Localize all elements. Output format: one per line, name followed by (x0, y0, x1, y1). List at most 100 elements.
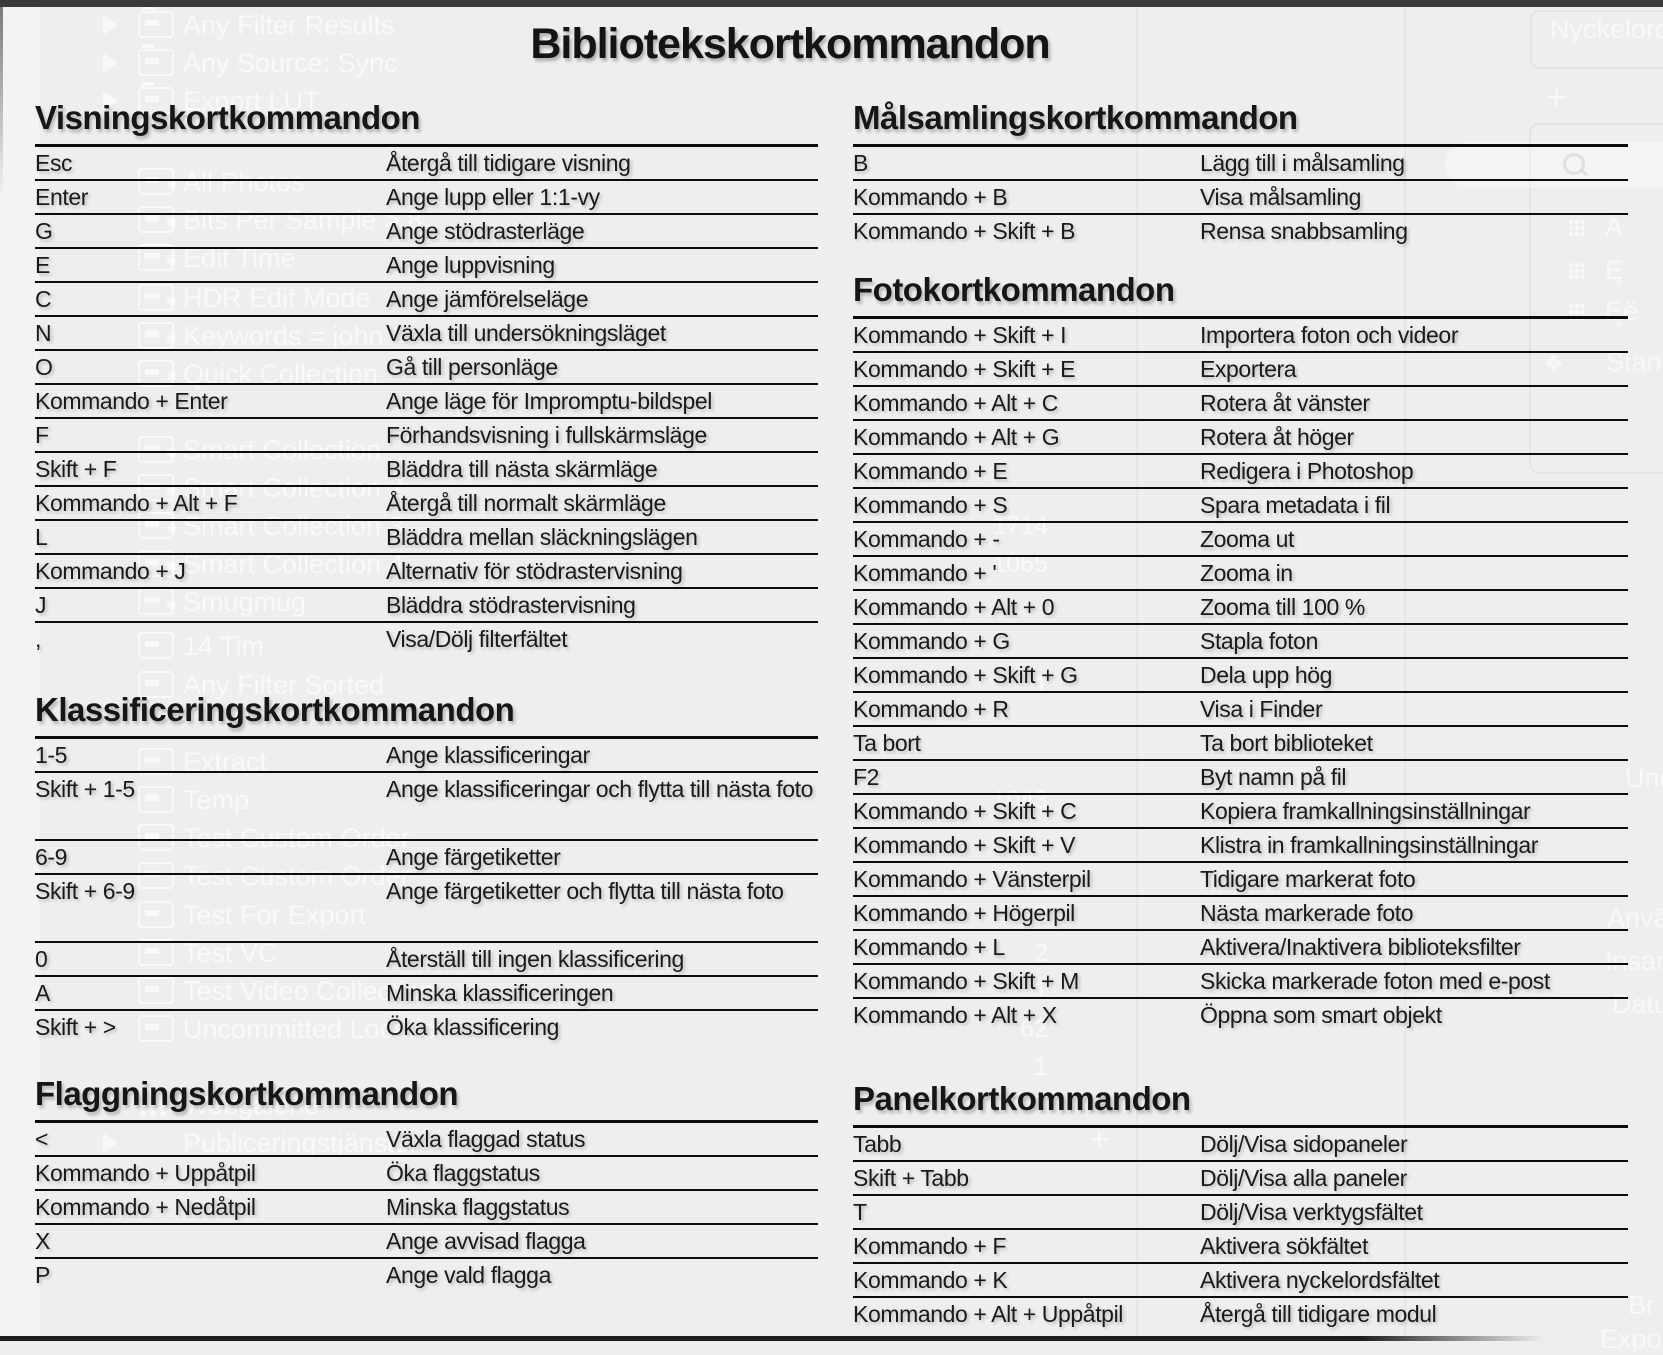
shortcut-key: Tabb (853, 1131, 902, 1157)
shortcut-row: L Bläddra mellan släckningslägen (35, 521, 818, 555)
shortcut-description: Ange luppvisning (386, 252, 555, 278)
expander-triangle-icon (103, 1133, 118, 1153)
smart-collection-icon (138, 550, 178, 585)
panel-text-fragment: Använ (1607, 903, 1663, 933)
drag-dots-icon (1568, 219, 1584, 237)
shortcut-row: Kommando + Alt + X Öppna som smart objekt (853, 999, 1628, 1033)
collection-icon (138, 786, 174, 813)
shortcut-description: Dela upp hög (1200, 662, 1333, 688)
shortcut-description: Ange klassificeringar och flytta till nä… (386, 776, 813, 802)
keyword-set-panel-box (1530, 10, 1663, 69)
collection-icon (138, 977, 174, 1004)
shortcut-key: E (35, 252, 50, 278)
shortcut-description: Dölj/Visa alla paneler (1200, 1165, 1407, 1191)
shortcut-row: Kommando + Alt + 0 Zooma till 100 % (853, 591, 1628, 625)
shortcut-description: Växla till undersökningsläget (386, 320, 666, 346)
tree-item: Temp 1043 (0, 783, 1100, 817)
panel-divider (38, 0, 39, 1341)
shortcut-key: Kommando + Uppåtpil (35, 1160, 256, 1186)
shortcut-description: Minska klassificeringen (386, 980, 614, 1006)
item-count: 1 (1034, 1053, 1048, 1081)
shortcut-row: Kommando + Enter Ange läge för Impromptu-… (35, 385, 818, 419)
shortcut-description: Zooma in (1200, 560, 1293, 586)
shortcut-row: Kommando + G Stapla foton (853, 625, 1628, 659)
shortcut-row: J Bläddra stödrastervisning (35, 589, 818, 623)
tree-item-label: Webgalerie (183, 1090, 320, 1120)
tree-item-label: Uncommitted Locations (183, 1014, 466, 1044)
shortcut-description: Zooma till 100 % (1200, 594, 1365, 620)
shortcut-key: Kommando + Alt + X (853, 1002, 1057, 1028)
tree-item: 14 Tim (0, 629, 1100, 663)
shortcut-section: Målsamlingskortkommandon B Lägg till i mål… (853, 100, 1628, 249)
shortcut-key: Skift + 6-9 (35, 878, 135, 904)
shortcut-row: , Visa/Dölj filterfältet (35, 623, 818, 657)
shortcut-description: Kopiera framkallningsinställningar (1200, 798, 1531, 824)
shortcut-key: Kommando + Skift + I (853, 322, 1067, 348)
shortcut-description: Aktivera sökfältet (1200, 1233, 1368, 1259)
smart-collection-icon (138, 244, 178, 279)
section-title: Målsamlingskortkommandon (853, 100, 1628, 147)
tree-item-label: Test Custom Order (183, 823, 410, 853)
shortcut-row: Kommando + K Aktivera nyckelordsfältet (853, 1264, 1628, 1298)
shortcut-description: Dölj/Visa sidopaneler (1200, 1131, 1408, 1157)
search-icon (1563, 153, 1585, 175)
shortcut-row: Kommando + F Aktivera sökfältet (853, 1230, 1628, 1264)
shortcut-row: Kommando + Alt + C Rotera åt vänster (853, 387, 1628, 421)
shortcut-description: Återställ till ingen klassificering (386, 946, 684, 972)
tree-item: HDR Edit Mode (0, 281, 1100, 319)
shortcut-row: Kommando + Högerpil Nästa markerade foto (853, 897, 1628, 931)
shortcut-description: Exportera (1200, 356, 1297, 382)
smart-collection-icon (138, 284, 178, 319)
tree-item-label: Any Filter Results (183, 10, 395, 40)
shortcut-key: T (853, 1199, 867, 1225)
tree-item-label: Smugmug (183, 587, 307, 617)
shortcut-row: Ta bort Ta bort biblioteket (853, 727, 1628, 761)
shortcut-description: Återgå till tidigare visning (386, 150, 631, 176)
shortcut-row: B Lägg till i målsamling (853, 147, 1628, 181)
keyword-item: À (1605, 212, 1624, 242)
shortcut-key: Kommando + Alt + G (853, 424, 1060, 450)
shortcut-description: Byt namn på fil (1200, 764, 1347, 790)
shortcut-description: Stapla foton (1200, 628, 1318, 654)
shortcut-key: F (35, 422, 49, 448)
window-top-edge (0, 0, 1663, 7)
shortcut-key: Kommando + Nedåtpil (35, 1194, 256, 1220)
shortcut-description: Ange färgetiketter och flytta till nästa… (386, 878, 784, 904)
shortcut-row: X Ange avvisad flagga (35, 1225, 818, 1259)
shortcut-key: Kommando + G (853, 628, 1010, 654)
web-gallery-icon (138, 1089, 168, 1117)
shortcut-key: Kommando + ' (853, 560, 997, 586)
shortcut-row: Kommando + Skift + V Klistra in framkalln… (853, 829, 1628, 863)
shortcut-row: O Gå till personläge (35, 351, 818, 385)
shortcut-row: N Växla till undersökningsläget (35, 317, 818, 351)
shortcut-row: Tabb Dölj/Visa sidopaneler (853, 1128, 1628, 1162)
section-title: Flaggningskortkommandon (35, 1076, 818, 1123)
shortcut-key: Kommando + Skift + E (853, 356, 1076, 382)
shortcut-key: < (35, 1126, 49, 1152)
shortcut-key: 1-5 (35, 742, 68, 768)
shortcut-key: Kommando + S (853, 492, 1008, 518)
shortcut-row: Kommando + B Visa målsamling (853, 181, 1628, 215)
shortcut-description: Importera foton och videor (1200, 322, 1459, 348)
tree-item-label: All Photos (183, 167, 305, 197)
tree-item: Smart Collection 3 1714 (0, 509, 1100, 547)
tree-item-label: Smart Collection (183, 435, 382, 465)
shortcut-key: Kommando + Skift + M (853, 968, 1079, 994)
shortcut-row: P Ange vald flagga (35, 1259, 818, 1293)
shortcut-key: A (35, 980, 50, 1006)
shortcut-description: Redigera i Photoshop (1200, 458, 1414, 484)
shortcut-description: Ange stödrasterläge (386, 218, 585, 244)
shortcut-row: C Ange jämförelseläge (35, 283, 818, 317)
shortcut-description: Ta bort biblioteket (1200, 730, 1373, 756)
shortcut-description: Återgå till tidigare modul (1200, 1301, 1437, 1327)
shortcut-key: Kommando + Skift + B (853, 218, 1076, 244)
shortcut-description: Klistra in framkallningsinställningar (1200, 832, 1539, 858)
tree-item: Smugmug (0, 585, 1100, 623)
shortcut-description: Växla flaggad status (386, 1126, 586, 1152)
shortcut-row: Kommando + Skift + G Dela upp hög (853, 659, 1628, 693)
shortcut-description: Dölj/Visa verktygsfältet (1200, 1199, 1423, 1225)
shortcut-row: Kommando + Nedåtpil Minska flaggstatus (35, 1191, 818, 1225)
smart-collection-icon (138, 360, 178, 395)
panel-text-fragment: Insam (1605, 946, 1663, 976)
